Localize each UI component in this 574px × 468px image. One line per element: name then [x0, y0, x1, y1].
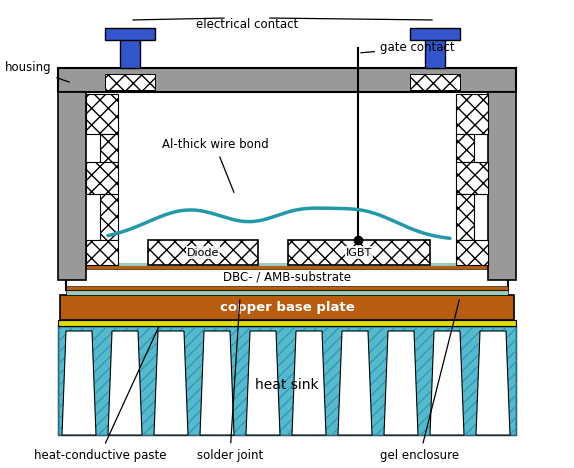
- Bar: [66, 265, 508, 290]
- Text: copper base plate: copper base plate: [220, 301, 354, 314]
- Bar: [100, 134, 118, 162]
- Bar: [105, 74, 155, 90]
- Text: Al-thick wire bond: Al-thick wire bond: [162, 139, 269, 192]
- Bar: [66, 290, 508, 295]
- Bar: [58, 68, 516, 92]
- Text: electrical contact: electrical contact: [196, 18, 298, 31]
- Polygon shape: [200, 331, 234, 435]
- Bar: [120, 38, 140, 68]
- Text: housing: housing: [5, 61, 69, 82]
- Bar: [410, 28, 460, 40]
- Text: IGBT: IGBT: [346, 248, 372, 257]
- Polygon shape: [154, 331, 188, 435]
- Bar: [410, 74, 460, 90]
- Bar: [456, 194, 474, 240]
- Bar: [58, 320, 516, 326]
- Bar: [76, 263, 498, 266]
- Polygon shape: [246, 331, 280, 435]
- Bar: [456, 240, 488, 265]
- Bar: [100, 194, 118, 240]
- Bar: [86, 162, 118, 194]
- Polygon shape: [476, 331, 510, 435]
- Text: DBC- / AMB-substrate: DBC- / AMB-substrate: [223, 270, 351, 283]
- Bar: [58, 326, 516, 435]
- Bar: [86, 94, 118, 134]
- Bar: [488, 92, 516, 280]
- Bar: [456, 94, 488, 134]
- Polygon shape: [430, 331, 464, 435]
- Text: solder joint: solder joint: [197, 300, 263, 461]
- Text: heat-conductive paste: heat-conductive paste: [34, 327, 166, 461]
- Bar: [456, 162, 488, 194]
- Polygon shape: [384, 331, 418, 435]
- Bar: [86, 240, 118, 265]
- Bar: [58, 92, 86, 280]
- Polygon shape: [292, 331, 326, 435]
- Bar: [105, 28, 155, 40]
- Bar: [66, 265, 508, 269]
- Text: gel enclosure: gel enclosure: [381, 300, 460, 461]
- Text: heat sink: heat sink: [255, 378, 319, 392]
- Bar: [66, 286, 508, 290]
- Text: gate contact: gate contact: [361, 42, 455, 54]
- Polygon shape: [108, 331, 142, 435]
- Bar: [288, 240, 430, 265]
- Bar: [456, 134, 474, 162]
- Bar: [425, 38, 445, 68]
- Bar: [148, 240, 258, 265]
- Bar: [60, 295, 514, 320]
- Bar: [58, 326, 516, 435]
- Text: Diode: Diode: [187, 248, 219, 257]
- Polygon shape: [338, 331, 372, 435]
- Polygon shape: [62, 331, 96, 435]
